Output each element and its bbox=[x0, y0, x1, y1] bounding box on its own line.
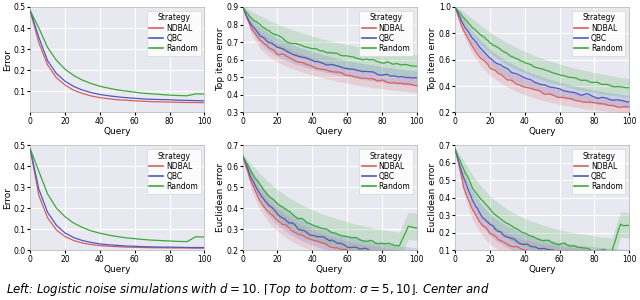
X-axis label: Query: Query bbox=[316, 265, 344, 274]
X-axis label: Query: Query bbox=[104, 127, 131, 136]
Y-axis label: Euclidean error: Euclidean error bbox=[216, 163, 225, 232]
X-axis label: Query: Query bbox=[104, 265, 131, 274]
Y-axis label: Error: Error bbox=[3, 49, 12, 71]
Y-axis label: Top item error: Top item error bbox=[216, 28, 225, 92]
Legend: NDBAL, QBC, Random: NDBAL, QBC, Random bbox=[359, 149, 413, 194]
Legend: NDBAL, QBC, Random: NDBAL, QBC, Random bbox=[359, 11, 413, 55]
Y-axis label: Top item error: Top item error bbox=[428, 28, 437, 92]
Y-axis label: Euclidean error: Euclidean error bbox=[428, 163, 437, 232]
X-axis label: Query: Query bbox=[529, 127, 556, 136]
X-axis label: Query: Query bbox=[529, 265, 556, 274]
Text: $\it{Left}$: Logistic noise simulations with $d = 10$. $\lceil$Top to bottom: $\: $\it{Left}$: Logistic noise simulations … bbox=[6, 281, 490, 298]
Y-axis label: Error: Error bbox=[3, 187, 12, 209]
Legend: NDBAL, QBC, Random: NDBAL, QBC, Random bbox=[147, 11, 201, 55]
Legend: NDBAL, QBC, Random: NDBAL, QBC, Random bbox=[147, 149, 201, 194]
Legend: NDBAL, QBC, Random: NDBAL, QBC, Random bbox=[572, 11, 625, 55]
X-axis label: Query: Query bbox=[316, 127, 344, 136]
Legend: NDBAL, QBC, Random: NDBAL, QBC, Random bbox=[572, 149, 625, 194]
